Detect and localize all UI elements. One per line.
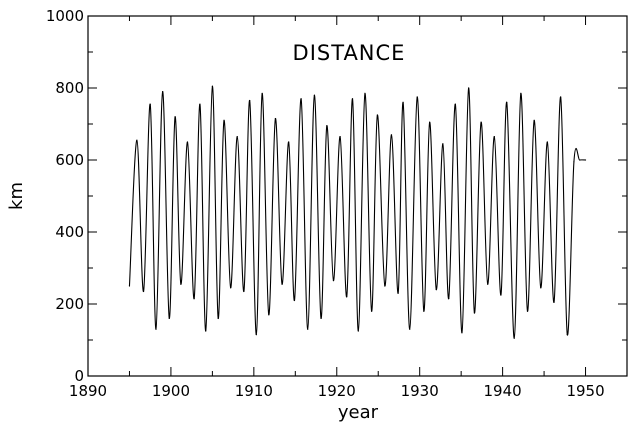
y-axis-label: km (6, 182, 27, 210)
data-point (468, 87, 470, 89)
ticks: 1890 1900 1910 1920 1930 1940 1950 0 200 400 600 80… (46, 7, 628, 400)
data-point (500, 294, 502, 296)
data-point (540, 287, 542, 289)
data-point (454, 103, 456, 105)
y-tick-label: 800 (55, 79, 84, 97)
series-line-0 (128, 85, 586, 339)
data-point (288, 141, 290, 143)
data-point (566, 334, 568, 336)
data-point (149, 103, 151, 105)
data-point (423, 310, 425, 312)
data-point (293, 299, 296, 301)
data-point (313, 94, 315, 96)
y-tick-label: 400 (55, 223, 84, 241)
data-point (493, 136, 495, 138)
data-point (281, 283, 283, 285)
data-point (199, 103, 201, 105)
data-point (448, 298, 450, 300)
data-point (193, 298, 195, 300)
x-tick-label: 1910 (235, 382, 273, 400)
data-point (274, 118, 277, 120)
y-tick-label: 0 (74, 367, 84, 385)
data-point (579, 159, 581, 161)
data-point (553, 301, 555, 303)
y-tick-label: 1000 (46, 7, 84, 25)
data-point (376, 114, 379, 116)
data-point (249, 100, 251, 102)
series-group (128, 85, 587, 339)
data-point (268, 314, 270, 316)
data-point (370, 310, 373, 312)
data-point (442, 143, 444, 145)
data-point (243, 290, 245, 292)
data-point (217, 317, 219, 319)
data-point (261, 92, 263, 94)
x-axis-label: year (338, 402, 379, 423)
data-point (236, 136, 238, 138)
data-point (473, 312, 476, 314)
data-point (513, 337, 515, 339)
y-tick-label: 600 (55, 151, 84, 169)
x-tick-label: 1900 (152, 382, 190, 400)
data-point (560, 96, 562, 98)
data-point (211, 85, 213, 87)
data-point (520, 92, 522, 94)
data-point (546, 141, 548, 143)
data-point (506, 101, 508, 103)
data-point (533, 119, 535, 121)
data-point (416, 96, 418, 98)
data-point (435, 289, 437, 291)
data-point (307, 328, 309, 330)
data-point (357, 330, 359, 332)
x-tick-label: 1940 (484, 382, 522, 400)
chart-title: DISTANCE (293, 41, 406, 65)
data-point (397, 292, 399, 294)
data-point (180, 283, 182, 285)
data-point (332, 280, 335, 282)
data-point (205, 330, 207, 332)
data-point (487, 283, 489, 285)
data-point (351, 98, 354, 100)
data-point (300, 98, 302, 100)
data-point (480, 121, 482, 123)
data-point (320, 317, 322, 319)
data-point (186, 141, 189, 143)
data-point (402, 101, 404, 103)
data-point (384, 285, 386, 287)
data-point (461, 332, 463, 334)
data-point (584, 159, 587, 161)
data-point (168, 317, 170, 319)
data-point (326, 125, 328, 127)
x-tick-label: 1930 (401, 382, 439, 400)
data-point (390, 134, 393, 136)
data-point (409, 328, 411, 330)
data-point (339, 136, 341, 138)
x-tick-label: 1920 (318, 382, 356, 400)
data-point (526, 310, 529, 312)
data-point (155, 328, 157, 330)
data-point (346, 296, 348, 298)
data-point (128, 285, 131, 287)
data-point (174, 116, 176, 118)
data-point (255, 334, 257, 336)
data-point (429, 121, 431, 123)
data-point (162, 91, 164, 93)
x-tick-label: 1950 (566, 382, 604, 400)
data-point (364, 92, 366, 94)
y-tick-label: 200 (55, 295, 84, 313)
data-point (223, 119, 225, 121)
data-point (142, 290, 145, 292)
data-point (230, 287, 232, 289)
x-tick-label: 1890 (69, 382, 107, 400)
data-point (136, 139, 138, 141)
data-point (573, 161, 575, 163)
